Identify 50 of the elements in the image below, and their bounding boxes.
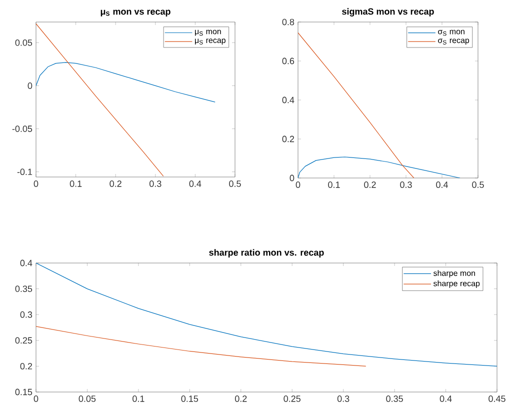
legend-label: sharpe recap: [434, 280, 480, 288]
y-tick-label: 0.15: [15, 388, 32, 396]
y-tick-label: 0.4: [20, 260, 32, 266]
y-tick-label: -0.05: [12, 126, 32, 132]
legend-label: μ$_{S}$ recap: [195, 38, 226, 45]
y-tick-label: 0.25: [15, 337, 32, 344]
x-tick-label: 0.35: [386, 396, 403, 402]
y-tick-label: -0.1: [17, 168, 32, 176]
legend-label: σ$_{S}$ mon: [438, 30, 464, 36]
legend-label: μ$_{S}$ mon: [195, 30, 221, 36]
x-tick-label: 0.2: [364, 182, 376, 188]
y-tick-label: 0.2: [282, 136, 294, 142]
y-tick-label: 0.6: [282, 58, 294, 64]
x-tick-label: 0.1: [70, 180, 82, 187]
line-series: [36, 62, 216, 102]
x-tick-label: 0.45: [488, 396, 506, 402]
line-series: [298, 32, 414, 178]
y-tick-label: 0.2: [20, 363, 32, 370]
x-tick-label: 0.05: [78, 396, 96, 402]
x-tick-label: 0.15: [181, 396, 198, 402]
x-tick-label: 0.5: [472, 182, 484, 188]
y-tick-label: 0.4: [282, 96, 294, 104]
x-tick-label: 0.2: [110, 180, 122, 187]
x-tick-label: 0.3: [149, 180, 162, 187]
x-tick-label: 0.4: [440, 396, 452, 402]
x-tick-label: 0.2: [234, 396, 247, 402]
legend-label: σ$_{S}$ recap: [438, 38, 470, 45]
y-tick-label: 0: [290, 174, 294, 182]
x-tick-label: 0.1: [132, 396, 144, 402]
x-tick-label: 0.3: [400, 182, 412, 188]
y-tick-label: 0: [28, 82, 32, 89]
y-tick-label: 0.35: [15, 286, 32, 292]
chart-title: sharpe ratio mon vs. recap: [209, 249, 324, 258]
y-tick-label: 0.3: [20, 311, 32, 318]
x-tick-label: 0.5: [229, 180, 241, 187]
line-series: [36, 23, 164, 176]
line-series: [36, 263, 498, 366]
x-tick-label: 0.1: [328, 182, 340, 188]
x-tick-label: 0: [34, 180, 38, 187]
x-tick-label: 0.3: [337, 396, 350, 402]
chart-title: μ$_{S}$ mon vs recap: [100, 10, 170, 16]
chart-title: sigmaS mon vs recap: [342, 8, 434, 16]
line-series: [36, 326, 366, 366]
x-tick-label: 0.4: [436, 182, 448, 188]
y-tick-label: 0.8: [282, 18, 294, 26]
legend-label: sharpe mon: [434, 270, 475, 278]
x-tick-label: 0: [296, 182, 300, 188]
y-tick-label: 0.05: [15, 39, 32, 46]
x-tick-label: 0.4: [189, 180, 202, 187]
x-tick-label: 0: [34, 396, 38, 402]
